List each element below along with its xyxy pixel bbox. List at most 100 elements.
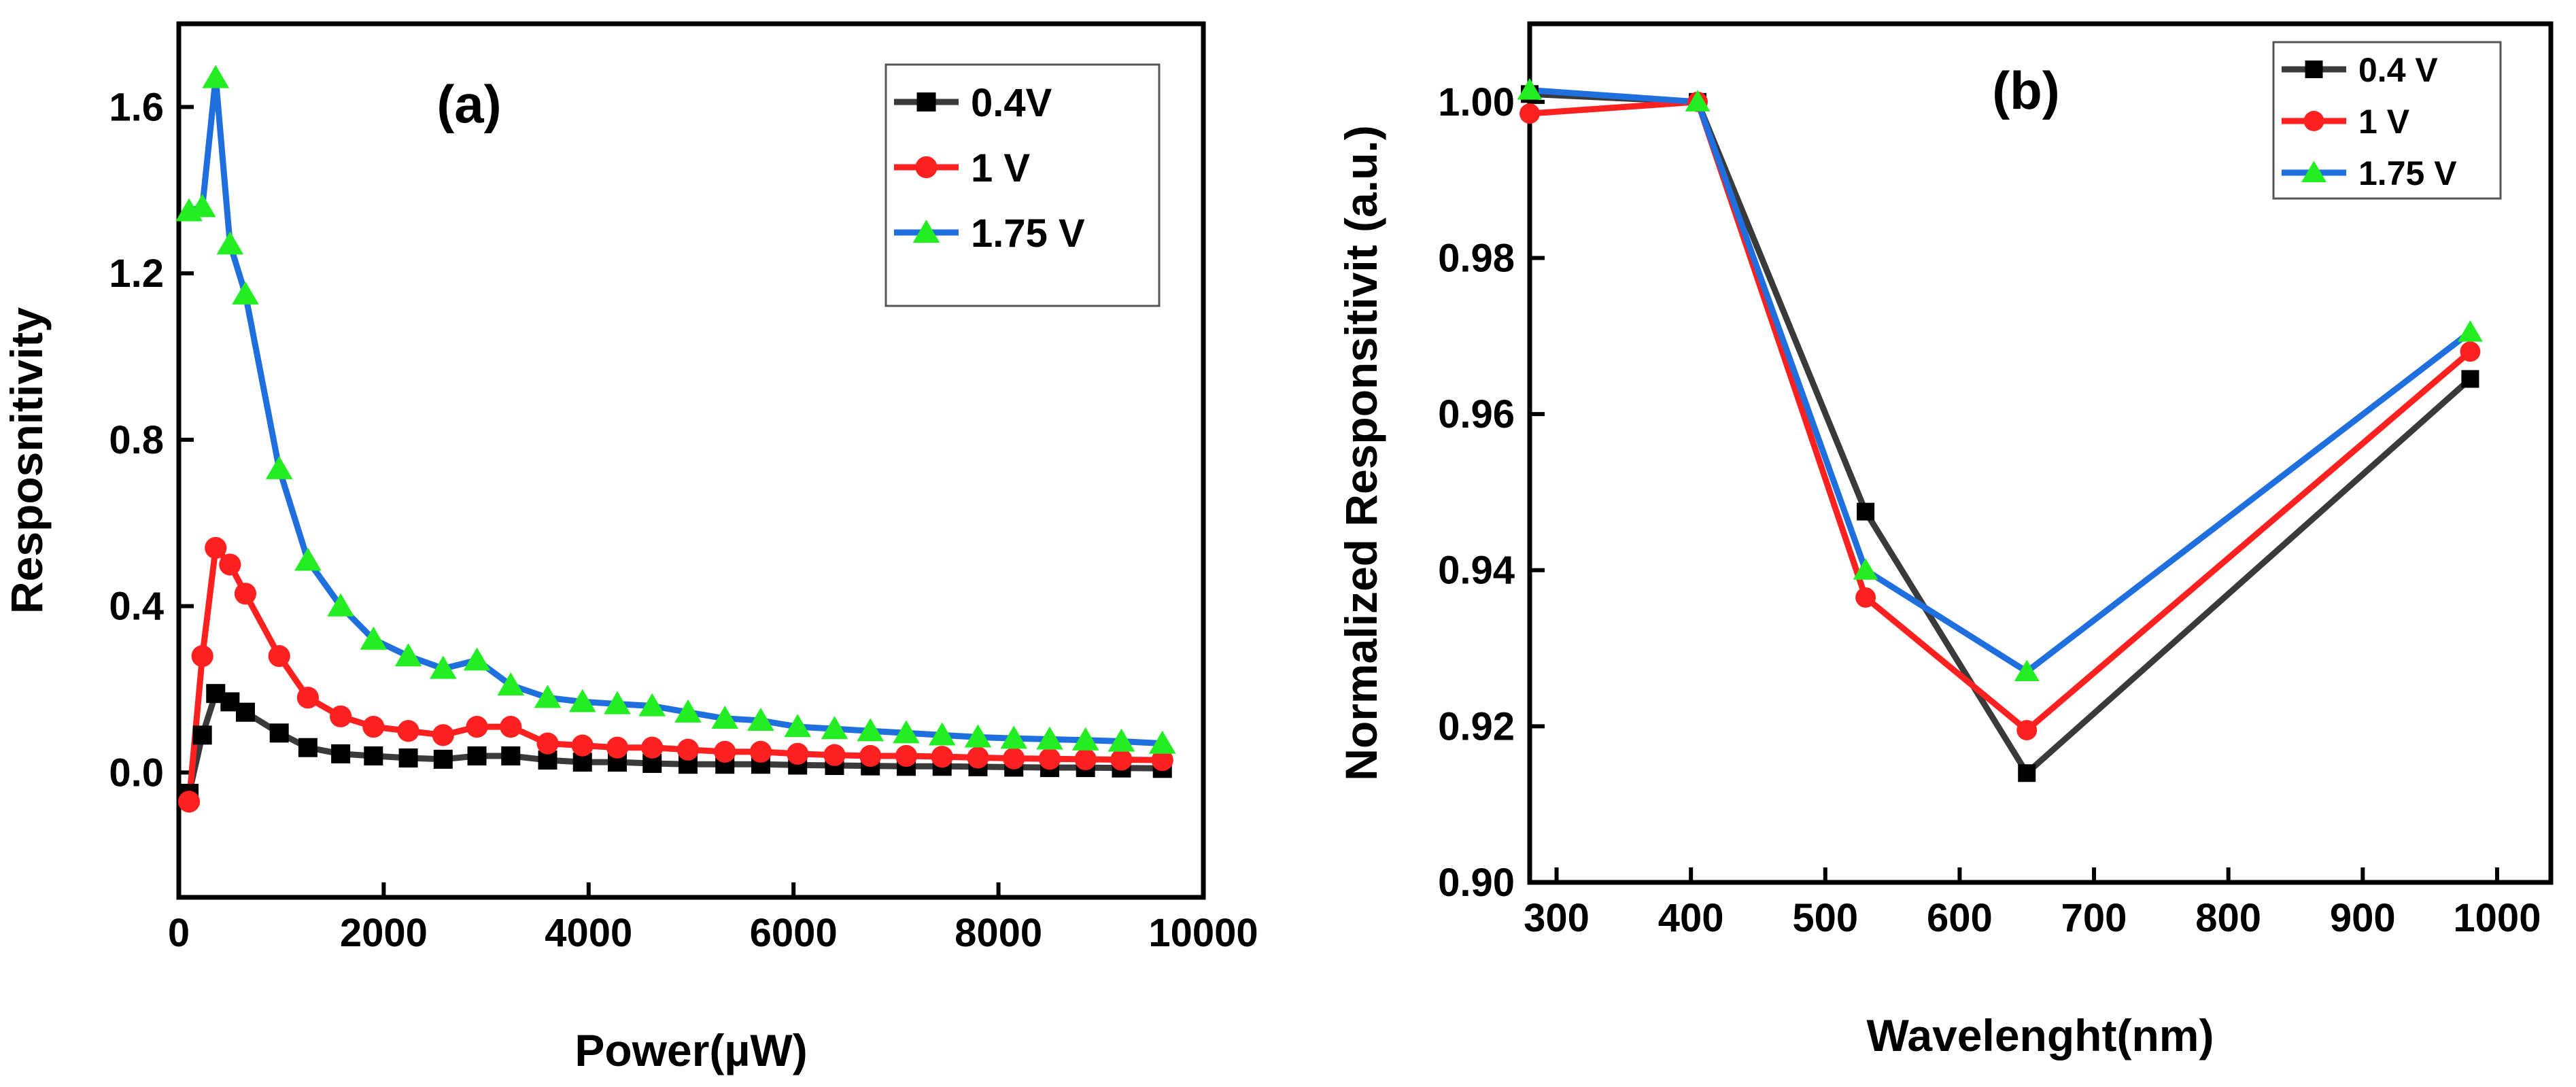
data-point-1: [571, 734, 594, 757]
x-tick-label: 8000: [955, 911, 1042, 955]
data-point-1: [500, 716, 522, 738]
data-point-1: [362, 716, 385, 738]
y-tick-label: 1.00: [1438, 80, 1515, 124]
y-tick-label: 0.96: [1438, 392, 1515, 436]
data-point-1: [330, 705, 352, 727]
data-point-2: [265, 455, 293, 479]
plot-frame: [1527, 21, 2554, 885]
y-tick-label: 0.94: [1438, 549, 1515, 593]
data-point-2: [1000, 725, 1028, 749]
y-tick-label: 0.8: [109, 418, 164, 462]
data-point-2: [534, 685, 562, 708]
plot-frame: [176, 21, 1206, 900]
y-tick-label: 0.90: [1438, 861, 1515, 905]
data-point-2: [429, 655, 457, 679]
data-point-1: [296, 687, 319, 709]
data-point-2: [497, 672, 525, 696]
data-point-1: [787, 742, 809, 765]
data-point-2: [821, 716, 848, 740]
data-point-2: [638, 693, 666, 717]
x-tick-label: 6000: [750, 911, 838, 955]
legend-swatch-marker: [916, 92, 936, 111]
data-point-1: [823, 744, 846, 766]
data-point-1: [1074, 748, 1097, 770]
data-point-2: [394, 643, 422, 667]
data-point-1: [749, 740, 772, 763]
data-point-2: [202, 65, 230, 88]
data-point-1: [205, 536, 227, 559]
data-point-1: [895, 744, 918, 767]
x-tick-label: 800: [2195, 896, 2261, 940]
data-point-2: [568, 689, 596, 712]
data-point-2: [327, 593, 354, 617]
panel-a-chart: 0 2000 4000 6000 8000 10000 0.0 0.4 0.8 1.2 1.6 Pow…: [1, 21, 1258, 1075]
data-point-2: [674, 699, 702, 723]
data-point-0: [501, 746, 521, 765]
data-point-1: [1110, 748, 1133, 771]
data-point-0: [2018, 764, 2036, 782]
data-point-2: [1071, 727, 1099, 750]
y-tick-label: 0.0: [109, 750, 164, 795]
data-point-0: [433, 749, 453, 769]
x-tick-label: 4000: [545, 911, 632, 955]
x-tick-label: 500: [1792, 896, 1858, 940]
y-tick-label: 1.6: [109, 85, 164, 129]
data-point-1: [1038, 748, 1061, 770]
x-tick-label: 900: [2330, 896, 2396, 940]
data-point-1: [1151, 748, 1173, 772]
data-point-0: [398, 748, 418, 768]
data-point-0: [235, 702, 255, 722]
data-point-1: [177, 791, 201, 813]
data-point-1: [676, 738, 700, 761]
data-point-1: [397, 720, 419, 742]
data-point-0: [192, 725, 212, 745]
data-point-0: [298, 738, 317, 757]
data-point-1: [931, 746, 953, 768]
data-point-0: [269, 723, 289, 743]
legend-label: 1.75 V: [971, 211, 1085, 256]
data-point-2: [1853, 558, 1878, 580]
data-point-2: [360, 626, 388, 650]
data-point-1: [1519, 103, 1540, 124]
y-tick-label: 0.92: [1438, 704, 1515, 748]
x-tick-label: 2000: [340, 911, 428, 955]
data-point-1: [967, 746, 989, 769]
panel-label: (a): [436, 74, 501, 134]
x-tick-label: 700: [2061, 896, 2127, 940]
data-point-1: [432, 724, 454, 746]
data-point-2: [2014, 659, 2040, 682]
y-tick-label: 1.2: [109, 252, 164, 296]
legend-label: 1 V: [2358, 103, 2410, 141]
data-point-0: [1857, 502, 1875, 521]
data-point-2: [928, 722, 956, 746]
data-point-2: [893, 720, 920, 744]
data-point-1: [466, 716, 488, 738]
data-point-2: [1517, 78, 1543, 100]
data-point-2: [747, 708, 774, 731]
data-point-1: [606, 736, 629, 759]
data-point-2: [711, 705, 739, 729]
panel-label: (b): [1992, 61, 2060, 120]
panel-b-chart: 300 400 500 600 700 800 900 1000 0.90 0.92 0.94 0.9…: [1336, 21, 2554, 1060]
data-point-1: [219, 553, 241, 576]
data-point-2: [604, 691, 631, 714]
data-point-0: [331, 744, 351, 763]
data-point-2: [216, 231, 244, 255]
legend-swatch-marker: [912, 220, 940, 243]
data-point-2: [1107, 728, 1135, 752]
y-tick-label: 0.4: [109, 585, 164, 629]
legend-swatch-marker: [2303, 111, 2324, 131]
y-axis-title: Normalized Responsitivit (a.u.): [1336, 125, 1386, 780]
data-point-2: [1036, 726, 1063, 750]
data-point-1: [2460, 341, 2481, 362]
data-point-1: [191, 644, 213, 668]
data-point-2: [1685, 90, 1711, 111]
y-axis-title: Resposnitivity: [1, 307, 52, 614]
legend-label: 1.75 V: [2358, 154, 2457, 192]
data-point-2: [2457, 320, 2483, 342]
data-point-2: [857, 718, 885, 742]
legend-label: 1 V: [971, 146, 1030, 190]
legend-swatch-marker: [2305, 61, 2323, 78]
legend-label: 0.4V: [971, 81, 1052, 125]
x-tick-label: 400: [1658, 896, 1724, 940]
